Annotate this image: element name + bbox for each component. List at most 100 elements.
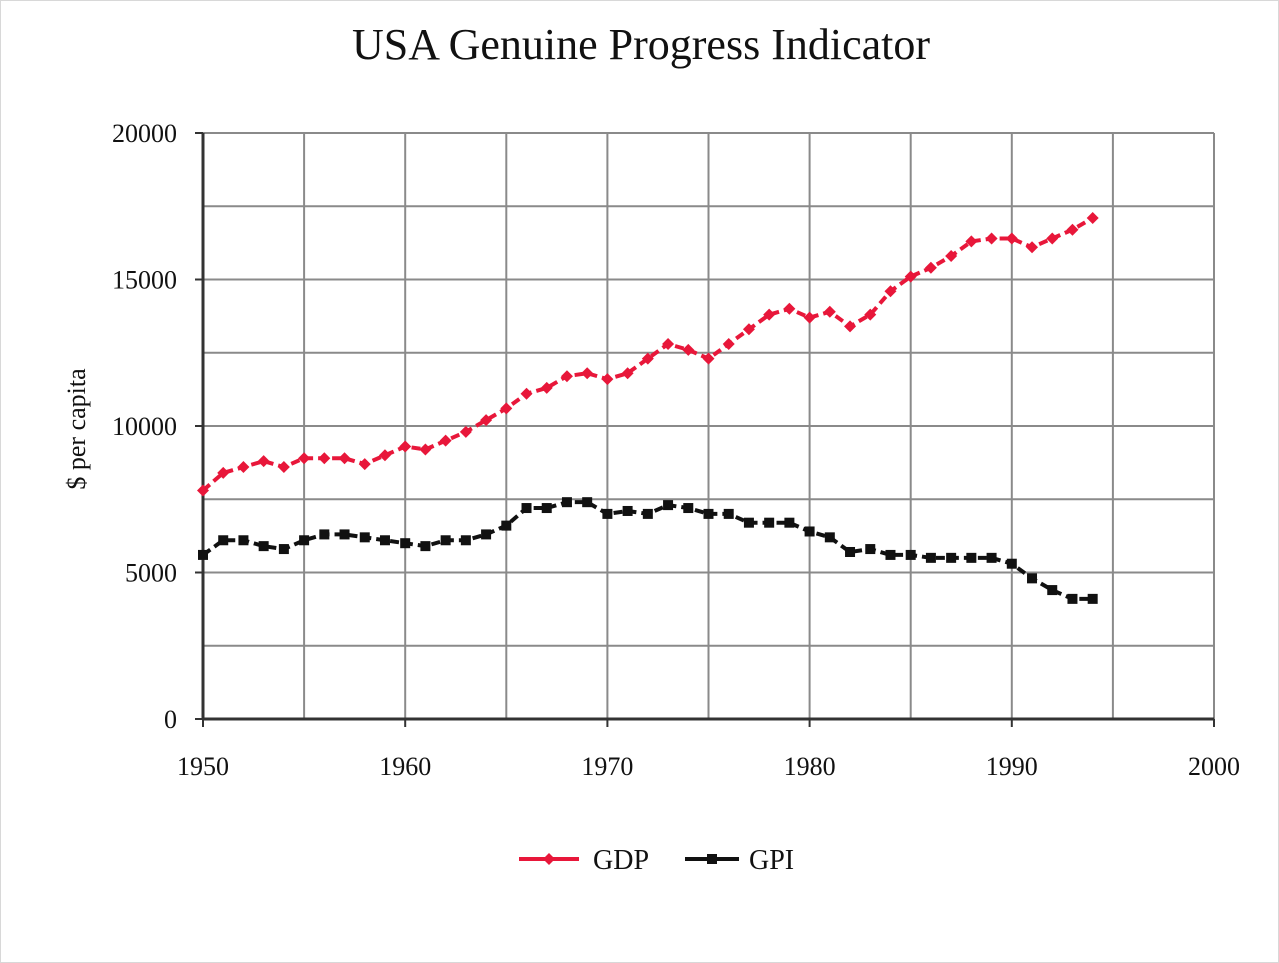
gdp-point (823, 305, 836, 318)
gdp-point (783, 302, 796, 315)
gpi-point (865, 544, 876, 555)
gdp-point (1005, 232, 1018, 245)
y-axis-ticks: 0 5000 10000 15000 20000 (112, 119, 203, 734)
gdp-point (682, 343, 695, 356)
gpi-point (319, 529, 330, 540)
gpi-point (642, 508, 653, 519)
gdp-point (540, 381, 553, 394)
gdp-point (338, 452, 351, 465)
gdp-point (1066, 223, 1079, 236)
y-tick-label: 10000 (112, 412, 177, 441)
legend-item-gdp: GDP (519, 845, 649, 876)
legend-label-gpi: GPI (749, 845, 794, 876)
x-tick-label: 1970 (581, 752, 633, 781)
gpi-point (1067, 593, 1078, 604)
gpi-point (420, 541, 431, 552)
gpi-point (278, 544, 289, 555)
gpi-point (379, 535, 390, 546)
gdp-point (399, 440, 412, 453)
gpi-point (359, 532, 370, 543)
legend-label-gdp: GDP (593, 845, 649, 876)
gpi-point (723, 508, 734, 519)
gpi-point (824, 532, 835, 543)
gdp-point (480, 414, 493, 427)
gdp-point (702, 352, 715, 365)
gdp-point (965, 235, 978, 248)
legend-item-gpi: GPI (685, 845, 794, 876)
gdp-series (197, 211, 1099, 497)
gdp-point (459, 425, 472, 438)
x-tick-label: 2000 (1188, 752, 1240, 781)
gdp-point (662, 337, 675, 350)
gpi-point (602, 508, 613, 519)
x-axis-ticks: 1950 1960 1970 1980 1990 2000 (177, 719, 1240, 781)
gpi-point (986, 552, 997, 563)
gpi-point (521, 503, 532, 514)
gpi-point (339, 529, 350, 540)
gpi-point (299, 535, 310, 546)
gdp-point (277, 461, 290, 474)
x-tick-label: 1990 (986, 752, 1038, 781)
gdp-point (217, 466, 230, 479)
gdp-line (201, 216, 1094, 492)
gdp-point (378, 449, 391, 462)
x-tick-label: 1980 (784, 752, 836, 781)
gdp-point (722, 337, 735, 350)
gpi-point (460, 535, 471, 546)
y-tick-label: 0 (164, 705, 177, 734)
chart-title: USA Genuine Progress Indicator (352, 20, 930, 69)
gpi-point (582, 497, 593, 508)
y-tick-label: 15000 (112, 266, 177, 295)
gpi-point (198, 549, 208, 560)
gpi-point (743, 517, 754, 528)
gdp-point (1026, 241, 1039, 254)
gpi-point (1087, 593, 1098, 604)
gdp-point (358, 458, 371, 471)
gpi-point (622, 505, 633, 516)
gpi-point (663, 500, 674, 511)
gdp-point (985, 232, 998, 245)
gdp-point (581, 367, 594, 380)
gdp-point (742, 323, 755, 336)
gpi-point (885, 549, 896, 560)
gpi-point (1047, 585, 1058, 596)
gpi-point (561, 497, 572, 508)
gdp-point (864, 308, 877, 321)
gpi-point (400, 538, 411, 549)
gpi-point (925, 552, 936, 563)
gpi-point (946, 552, 957, 563)
gdp-point (945, 250, 958, 263)
legend-marker-gdp (543, 853, 555, 865)
gpi-point (541, 503, 552, 514)
gridlines (202, 132, 1215, 720)
gpi-point (1006, 558, 1017, 569)
gdp-point (419, 443, 432, 456)
gpi-point (764, 517, 775, 528)
gdp-point (560, 370, 573, 383)
gpi-point (966, 552, 977, 563)
gpi-point (501, 520, 512, 531)
legend-marker-gpi (707, 854, 717, 864)
x-tick-label: 1950 (177, 752, 229, 781)
gdp-point (803, 311, 816, 324)
gpi-point (258, 541, 269, 552)
gdp-point (904, 270, 917, 283)
gpi-point (683, 503, 694, 514)
series-layer (197, 211, 1099, 604)
y-tick-label: 20000 (112, 119, 177, 148)
x-tick-label: 1960 (379, 752, 431, 781)
gdp-point (318, 452, 331, 465)
gpi-point (218, 535, 229, 546)
gdp-point (237, 461, 250, 474)
gdp-point (641, 352, 654, 365)
gpi-point (845, 546, 856, 557)
gdp-point (439, 434, 452, 447)
gdp-point (1046, 232, 1059, 245)
gdp-point (884, 285, 897, 298)
gdp-point (844, 320, 857, 333)
gdp-point (520, 387, 533, 400)
gpi-series (198, 497, 1098, 604)
gdp-point (500, 402, 513, 415)
